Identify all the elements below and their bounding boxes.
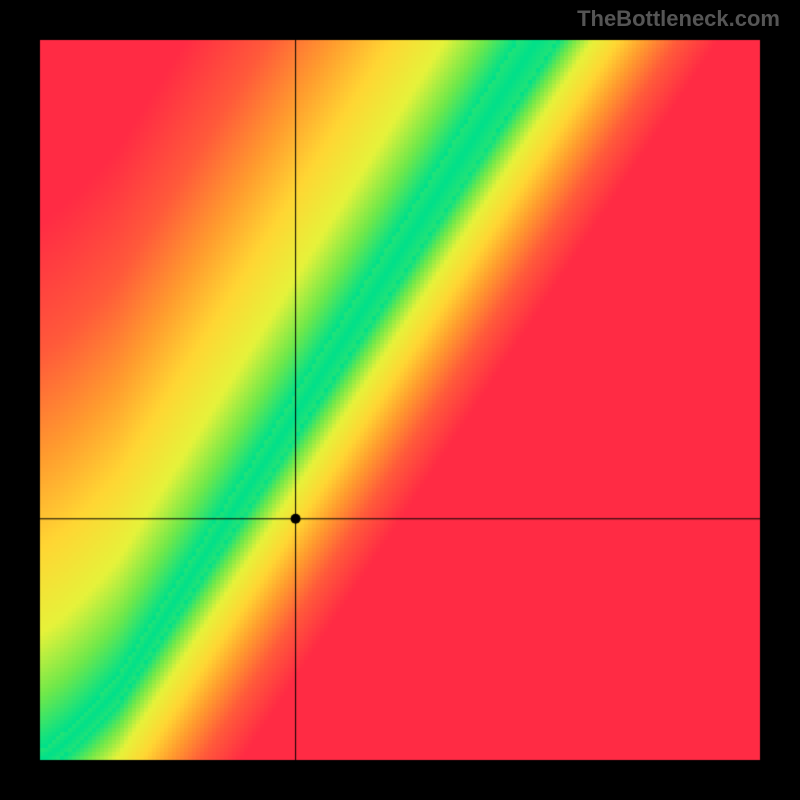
chart-container: TheBottleneck.com — [0, 0, 800, 800]
bottleneck-heatmap — [0, 0, 800, 800]
watermark-text: TheBottleneck.com — [577, 6, 780, 32]
